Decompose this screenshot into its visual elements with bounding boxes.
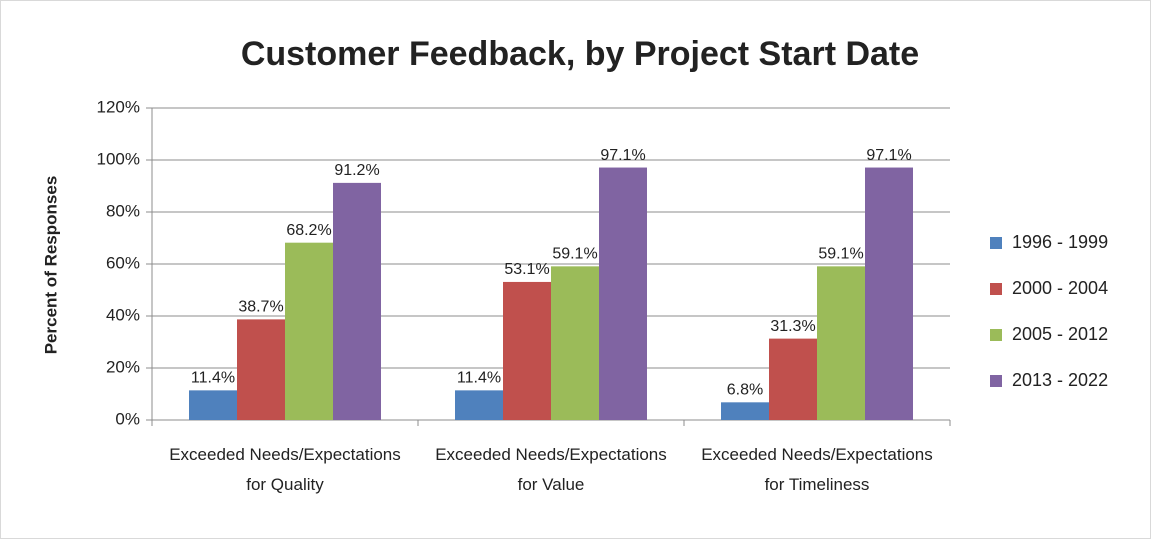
y-axis-label: Percent of Responses <box>41 176 60 355</box>
bar <box>551 266 599 420</box>
legend-label: 2005 - 2012 <box>1012 324 1108 344</box>
legend-label: 2013 - 2022 <box>1012 370 1108 390</box>
legend-swatch <box>990 283 1002 295</box>
legend-swatch <box>990 237 1002 249</box>
bar <box>817 266 865 420</box>
value-label: 97.1% <box>866 147 911 164</box>
bar <box>721 402 769 420</box>
chart-title: Customer Feedback, by Project Start Date <box>241 35 919 73</box>
bar <box>769 338 817 420</box>
y-tick-label: 80% <box>106 201 140 220</box>
value-label: 31.3% <box>770 318 815 335</box>
legend-swatch <box>990 375 1002 387</box>
value-label: 59.1% <box>552 246 597 263</box>
legend-swatch <box>990 329 1002 341</box>
y-tick-label: 100% <box>97 149 140 168</box>
bar <box>189 390 237 420</box>
value-label: 53.1% <box>504 261 549 278</box>
value-label: 6.8% <box>727 382 763 399</box>
bar <box>455 390 503 420</box>
y-tick-label: 0% <box>115 409 140 428</box>
x-tick-label: Exceeded Needs/Expectations for Value <box>435 445 667 494</box>
value-label: 11.4% <box>457 370 501 387</box>
value-label: 38.7% <box>238 299 283 316</box>
bar <box>865 167 913 420</box>
bar <box>503 281 551 420</box>
bar <box>237 319 285 420</box>
legend-label: 1996 - 1999 <box>1012 232 1108 252</box>
value-label: 91.2% <box>334 162 379 179</box>
value-label: 68.2% <box>286 222 331 239</box>
y-tick-label: 60% <box>106 253 140 272</box>
x-tick-label: Exceeded Needs/Expectations for Quality <box>169 445 401 494</box>
bar <box>333 182 381 420</box>
legend-label: 2000 - 2004 <box>1012 278 1108 298</box>
y-tick-label: 20% <box>106 357 140 376</box>
y-tick-label: 40% <box>106 305 140 324</box>
bar <box>285 242 333 420</box>
x-tick-label: Exceeded Needs/Expectations for Timeline… <box>701 445 933 494</box>
bar <box>599 167 647 420</box>
y-tick-label: 120% <box>97 97 140 116</box>
value-label: 59.1% <box>818 246 863 263</box>
value-label: 97.1% <box>600 147 645 164</box>
value-label: 11.4% <box>191 370 235 387</box>
